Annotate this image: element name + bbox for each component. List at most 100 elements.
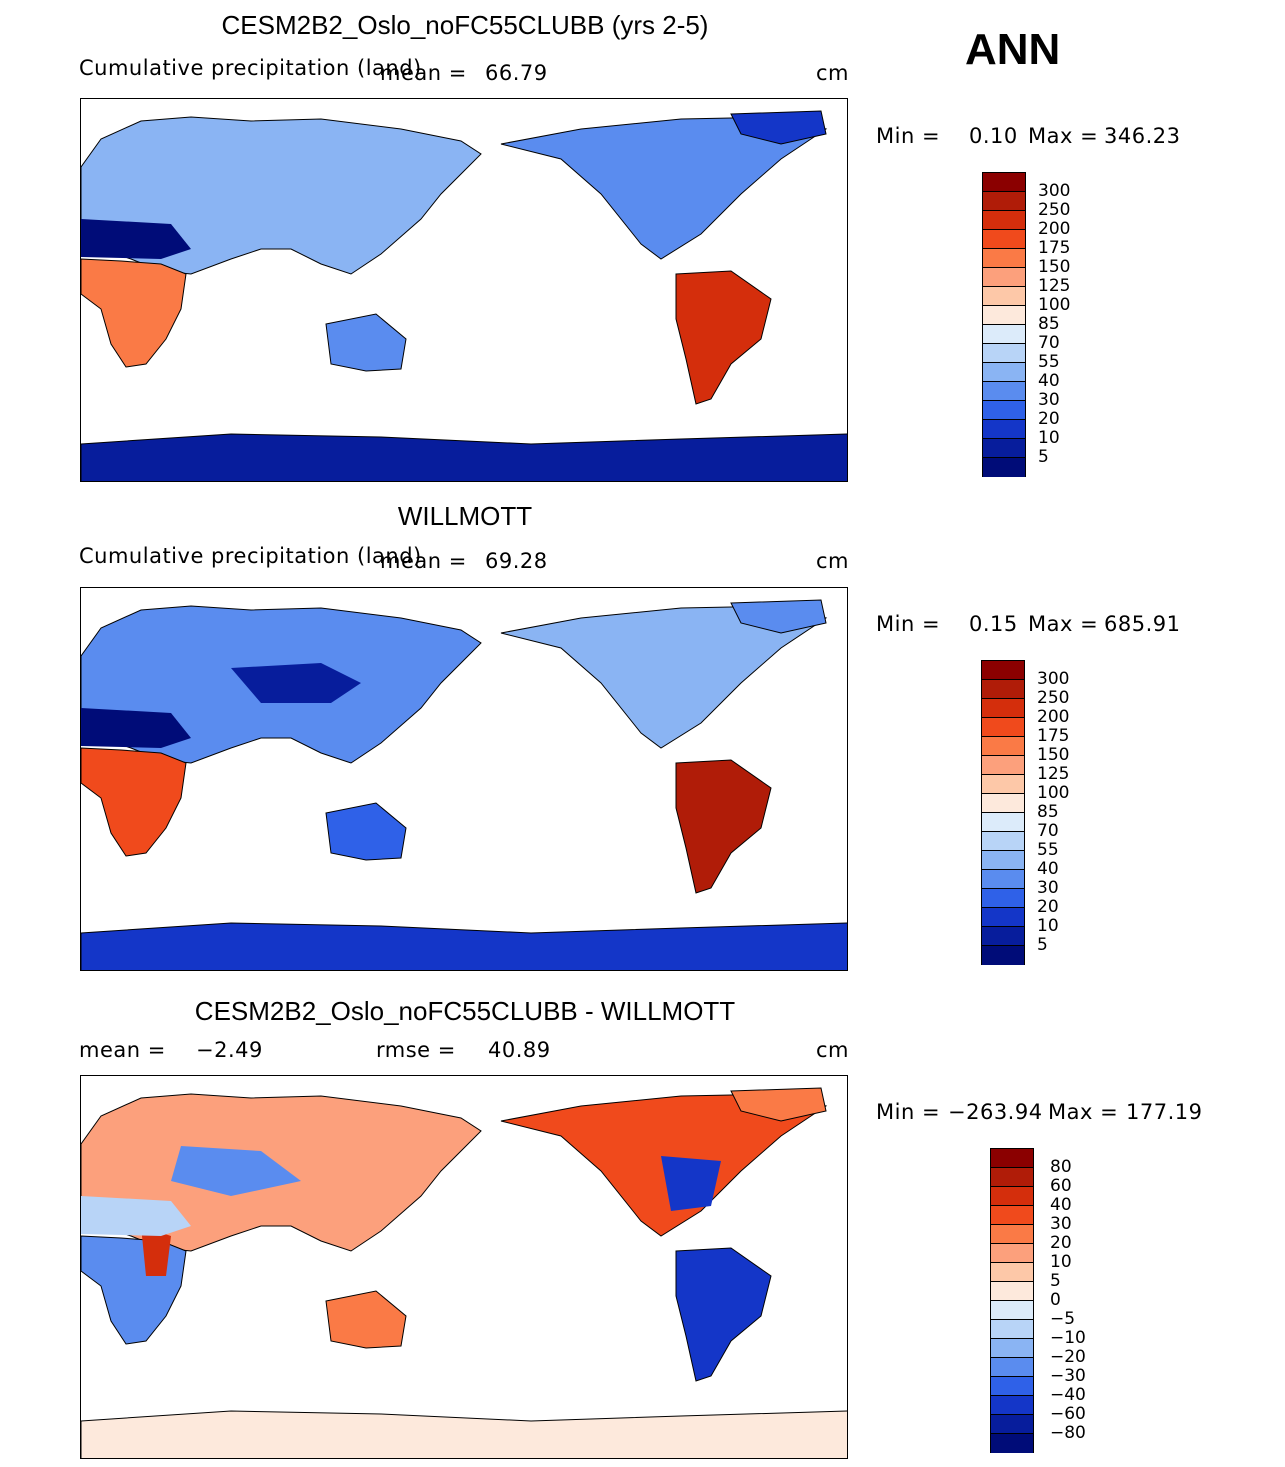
cbar-label: 5 — [1038, 447, 1049, 467]
cbar-label: 150 — [1037, 745, 1070, 765]
cbar-label: 200 — [1037, 707, 1070, 727]
land-antarctica — [81, 1410, 847, 1458]
panel-1-map — [80, 98, 848, 482]
cbar-label: 250 — [1038, 200, 1071, 220]
panel-3-max-label: Max = — [1048, 1100, 1119, 1124]
cbar-label: 70 — [1037, 821, 1059, 841]
cbar-label: 125 — [1038, 276, 1071, 296]
cbar-label: 55 — [1038, 352, 1060, 372]
cbar-label: 80 — [1050, 1157, 1072, 1177]
panel-1-units: cm — [816, 61, 850, 85]
panel-3-rmse-label: rmse = — [376, 1038, 456, 1062]
cbar-label: −60 — [1050, 1404, 1086, 1424]
land-east-africa — [141, 1226, 171, 1276]
cbar-label: 10 — [1037, 916, 1059, 936]
cbar-label: 20 — [1038, 409, 1060, 429]
cbar-label: 70 — [1038, 333, 1060, 353]
cbar-label: 10 — [1050, 1252, 1072, 1272]
land-south-america — [675, 270, 772, 405]
cbar-label: 30 — [1038, 390, 1060, 410]
cbar-label: −10 — [1050, 1328, 1086, 1348]
panel-3-max-value: 177.19 — [1126, 1100, 1203, 1124]
land-asia-core — [231, 663, 361, 703]
panel-1-max-label: Max = — [1028, 124, 1099, 148]
cbar-label: 5 — [1050, 1271, 1061, 1291]
land-australia — [325, 1290, 407, 1349]
panel-3-title: CESM2B2_Oslo_noFC55CLUBB - WILLMOTT — [194, 996, 736, 1026]
land-east-us — [661, 1156, 721, 1211]
panel-3-mean-value: −2.49 — [196, 1038, 263, 1062]
cbar-label: 5 — [1037, 935, 1048, 955]
panel-2-max-value: 685.91 — [1104, 612, 1181, 636]
cbar-label: −80 — [1050, 1423, 1086, 1443]
land-greenland — [730, 1087, 827, 1122]
panel-1-max-value: 346.23 — [1104, 124, 1181, 148]
cbar-label: 20 — [1037, 897, 1059, 917]
land-australia — [325, 313, 407, 372]
cbar-label: 100 — [1038, 295, 1071, 315]
cbar-label: 200 — [1038, 219, 1071, 239]
cbar-label: 175 — [1038, 238, 1071, 258]
panel-1-mean-value: 66.79 — [485, 61, 548, 85]
panel-2-subtitle: Cumulative precipitation (land) — [79, 544, 422, 568]
land-south-america — [675, 1247, 772, 1382]
panel-1-subtitle: Cumulative precipitation (land) — [79, 56, 422, 80]
land-asia-blue — [171, 1146, 301, 1196]
cbar-label: 175 — [1037, 726, 1070, 746]
cbar-label: 55 — [1037, 840, 1059, 860]
season-label: ANN — [965, 25, 1061, 74]
panel-3-min-label: Min = — [876, 1100, 941, 1124]
panel-1-mean-label: mean = — [380, 61, 467, 85]
land-antarctica — [81, 922, 847, 970]
panel-2-max-label: Max = — [1028, 612, 1099, 636]
cbar-label: 30 — [1037, 878, 1059, 898]
panel-1-title: CESM2B2_Oslo_noFC55CLUBB (yrs 2-5) — [221, 10, 709, 40]
cbar-label: 150 — [1038, 257, 1071, 277]
panel-3-rmse-value: 40.89 — [488, 1038, 551, 1062]
cbar-label: 10 — [1038, 428, 1060, 448]
land-sahara — [81, 1196, 191, 1236]
cbar-label: −40 — [1050, 1385, 1086, 1405]
land-north-america — [500, 605, 828, 749]
cbar-label: 30 — [1050, 1214, 1072, 1234]
cbar-label: 40 — [1037, 859, 1059, 879]
panel-2-min-label: Min = — [876, 612, 941, 636]
cbar-label: −5 — [1050, 1309, 1076, 1329]
cbar-label: −20 — [1050, 1347, 1086, 1367]
panel-2-units: cm — [816, 549, 850, 573]
panel-1-min-label: Min = — [876, 124, 941, 148]
panel-3-min-value: −263.94 — [948, 1100, 1043, 1124]
cbar-label: −30 — [1050, 1366, 1086, 1386]
cbar-label: 85 — [1038, 314, 1060, 334]
cbar-label: 40 — [1050, 1195, 1072, 1215]
panel-2-mean-label: mean = — [380, 549, 467, 573]
panel-3-units: cm — [816, 1038, 850, 1062]
panel-2-title: WILLMOTT — [397, 501, 533, 531]
cbar-label: 250 — [1037, 688, 1070, 708]
panel-3-map — [80, 1075, 848, 1459]
land-antarctica — [81, 433, 847, 481]
land-africa — [81, 747, 187, 857]
land-north-america — [500, 116, 828, 260]
cbar-label: 85 — [1037, 802, 1059, 822]
cbar-label: 300 — [1038, 181, 1071, 201]
cbar-label: 0 — [1050, 1290, 1061, 1310]
cbar-label: 40 — [1038, 371, 1060, 391]
panel-2-map — [80, 587, 848, 971]
cbar-label: 125 — [1037, 764, 1070, 784]
cbar-label: 100 — [1037, 783, 1070, 803]
panel-2-mean-value: 69.28 — [485, 549, 548, 573]
land-africa — [81, 1235, 187, 1345]
cbar-label: 20 — [1050, 1233, 1072, 1253]
land-africa — [81, 258, 187, 368]
land-sahara — [81, 708, 191, 748]
land-australia — [325, 802, 407, 861]
land-greenland — [730, 110, 827, 145]
cbar-label: 300 — [1037, 669, 1070, 689]
panel-1-min-value: 0.10 — [969, 124, 1018, 148]
land-sahara — [81, 219, 191, 259]
panel-2-min-value: 0.15 — [969, 612, 1018, 636]
land-greenland — [730, 599, 827, 634]
cbar-label: 60 — [1050, 1176, 1072, 1196]
land-south-america — [675, 759, 772, 894]
